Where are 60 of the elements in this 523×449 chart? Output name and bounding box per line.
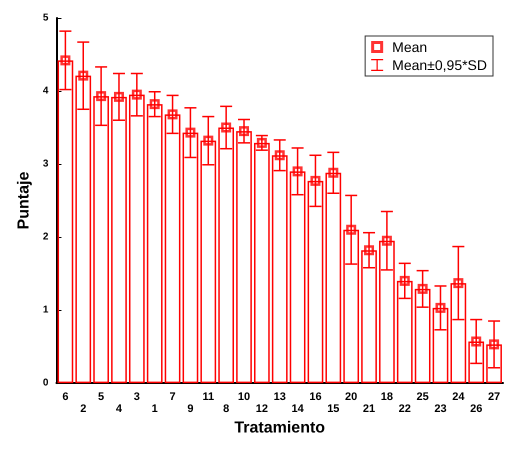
x-tick-label: 12 bbox=[256, 403, 268, 416]
x-tick-label: 8 bbox=[223, 403, 230, 416]
point bbox=[60, 55, 70, 66]
x-tick-label: 27 bbox=[488, 391, 500, 404]
point bbox=[132, 90, 142, 100]
point bbox=[185, 128, 196, 138]
x-tick-label: 25 bbox=[416, 391, 429, 404]
y-tick-label: 2 bbox=[42, 232, 49, 243]
point bbox=[310, 176, 320, 186]
point bbox=[453, 278, 464, 288]
point bbox=[292, 166, 303, 176]
x-tick-label: 24 bbox=[452, 391, 466, 404]
x-axis-title: Tratamiento bbox=[234, 420, 326, 436]
x-tick-label: 21 bbox=[362, 403, 376, 416]
point bbox=[364, 245, 374, 256]
x-tick-label: 4 bbox=[116, 403, 123, 416]
point bbox=[274, 150, 285, 160]
point bbox=[203, 136, 214, 146]
point bbox=[221, 122, 232, 133]
x-tick-label: 5 bbox=[98, 391, 104, 404]
x-tick-label: 7 bbox=[170, 391, 176, 404]
annotation: Mean±0,95*SD bbox=[392, 57, 488, 73]
point bbox=[382, 236, 392, 246]
point bbox=[400, 276, 410, 286]
x-tick-label: 9 bbox=[187, 403, 194, 416]
x-tick-label: 20 bbox=[345, 391, 358, 404]
y-tick-label: 1 bbox=[42, 304, 49, 316]
x-tick-label: 10 bbox=[238, 391, 250, 404]
point bbox=[78, 70, 88, 81]
x-tick-label: 15 bbox=[327, 403, 340, 416]
point bbox=[96, 91, 106, 102]
x-tick-label: 14 bbox=[291, 403, 305, 416]
y-tick-label: 5 bbox=[42, 12, 49, 24]
x-tick-label: 16 bbox=[309, 391, 322, 404]
y-axis-title: Puntaje bbox=[16, 172, 32, 230]
point bbox=[418, 284, 428, 294]
point bbox=[150, 99, 160, 110]
x-tick-label: 26 bbox=[470, 403, 482, 416]
x-tick-label: 23 bbox=[434, 403, 447, 416]
point bbox=[256, 138, 267, 148]
point bbox=[435, 302, 446, 313]
x-tick-label: 22 bbox=[398, 403, 411, 416]
x-tick-label: 13 bbox=[274, 391, 286, 404]
x-tick-label: 2 bbox=[80, 403, 86, 416]
point bbox=[114, 92, 124, 102]
legend-label: Mean bbox=[392, 39, 428, 55]
y-tick-label: 4 bbox=[42, 86, 49, 97]
y-tick-label: 3 bbox=[42, 158, 49, 170]
point bbox=[168, 109, 178, 120]
point bbox=[489, 339, 500, 350]
point bbox=[346, 224, 356, 235]
x-tick-label: 11 bbox=[202, 391, 214, 404]
point bbox=[239, 126, 250, 136]
x-tick-label: 3 bbox=[134, 391, 140, 404]
x-tick-label: 6 bbox=[62, 391, 68, 404]
point bbox=[471, 336, 482, 346]
y-tick-label: 0 bbox=[42, 378, 49, 389]
x-tick-label: 1 bbox=[152, 403, 158, 416]
point bbox=[328, 168, 338, 178]
x-tick-label: 18 bbox=[380, 391, 394, 404]
